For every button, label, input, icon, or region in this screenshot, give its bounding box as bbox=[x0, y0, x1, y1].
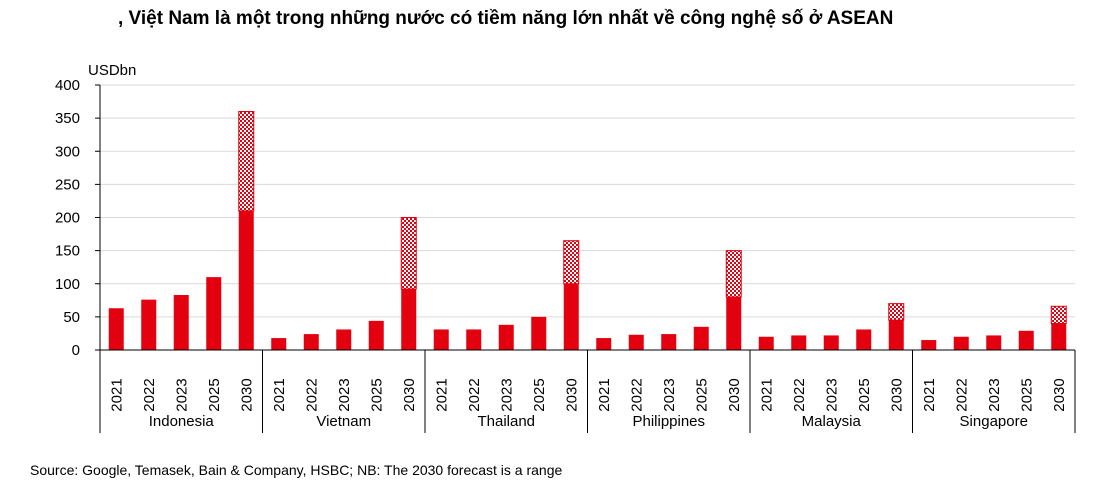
y-axis-unit: USDbn bbox=[88, 62, 136, 79]
group-label: Vietnam bbox=[316, 413, 371, 430]
x-tick-label: 2030 bbox=[888, 378, 905, 411]
bar bbox=[758, 336, 774, 350]
bar bbox=[726, 297, 742, 350]
bar bbox=[498, 324, 514, 350]
x-tick-label: 2023 bbox=[986, 378, 1003, 411]
source-note: Source: Google, Temasek, Bain & Company,… bbox=[30, 462, 563, 478]
forecast-range-bar bbox=[1050, 305, 1067, 324]
bar bbox=[1018, 330, 1034, 350]
x-tick-label: 2023 bbox=[498, 378, 515, 411]
x-tick-label: 2025 bbox=[1018, 378, 1035, 411]
bars bbox=[108, 111, 1067, 350]
x-tick-label: 2025 bbox=[531, 378, 548, 411]
bar bbox=[466, 329, 482, 350]
x-tick-label: 2023 bbox=[173, 378, 190, 411]
x-tick-label: 2022 bbox=[953, 378, 970, 411]
bar bbox=[628, 334, 644, 350]
forecast-range-bar bbox=[238, 111, 255, 212]
y-tick-label: 400 bbox=[55, 77, 80, 94]
x-tick-label: 2022 bbox=[303, 378, 320, 411]
x-tick-label: 2021 bbox=[108, 378, 125, 411]
x-tick-label: 2023 bbox=[823, 378, 840, 411]
x-tick-label: 2021 bbox=[433, 378, 450, 411]
x-tick-label: 2025 bbox=[693, 378, 710, 411]
bar bbox=[336, 329, 352, 350]
x-tick-label: 2022 bbox=[466, 378, 483, 411]
bar bbox=[108, 308, 124, 350]
bar bbox=[661, 334, 677, 350]
y-tick-label: 200 bbox=[55, 210, 80, 227]
x-tick-label: 2025 bbox=[206, 378, 223, 411]
bar bbox=[921, 340, 937, 350]
x-tick-label: 2023 bbox=[661, 378, 678, 411]
forecast-range-bar bbox=[725, 250, 742, 298]
gridlines bbox=[100, 84, 1075, 318]
x-tick-label: 2021 bbox=[271, 378, 288, 411]
x-tick-label: 2022 bbox=[628, 378, 645, 411]
bar bbox=[401, 289, 417, 350]
y-axis: 0 50 100 150 200 250 300 350 400 bbox=[55, 77, 101, 359]
x-tick-label: 2023 bbox=[336, 378, 353, 411]
group-label: Singapore bbox=[960, 413, 1028, 430]
bar bbox=[303, 334, 319, 350]
bar bbox=[206, 277, 222, 350]
group-label: Indonesia bbox=[149, 413, 215, 430]
x-tick-label: 2021 bbox=[921, 378, 938, 411]
x-tick-label: 2021 bbox=[596, 378, 613, 411]
bar bbox=[563, 283, 579, 350]
bar bbox=[856, 329, 872, 350]
x-tick-label: 2021 bbox=[758, 378, 775, 411]
x-axis: 2021 2022 2023 2025 2030 Indonesia 2021 2022 202… bbox=[99, 349, 1076, 433]
group-label: Malaysia bbox=[802, 413, 862, 430]
forecast-range-bar bbox=[563, 240, 580, 285]
bar bbox=[173, 295, 189, 350]
x-tick-label: 2022 bbox=[141, 378, 158, 411]
bar bbox=[888, 320, 904, 350]
bar bbox=[953, 336, 969, 350]
bar bbox=[823, 335, 839, 350]
forecast-range-bar bbox=[888, 303, 905, 321]
y-tick-label: 250 bbox=[55, 176, 80, 193]
bar bbox=[271, 338, 287, 350]
y-tick-label: 350 bbox=[55, 110, 80, 127]
bar bbox=[433, 329, 449, 350]
y-tick-label: 0 bbox=[72, 342, 80, 359]
x-tick-label: 2025 bbox=[368, 378, 385, 411]
x-tick-label: 2030 bbox=[238, 378, 255, 411]
bar bbox=[986, 335, 1002, 350]
y-tick-label: 50 bbox=[63, 309, 80, 326]
group-label: Thailand bbox=[477, 413, 535, 430]
bar bbox=[693, 326, 709, 350]
bar bbox=[596, 338, 612, 350]
y-tick-label: 150 bbox=[55, 243, 80, 260]
y-tick-label: 100 bbox=[55, 276, 80, 293]
bar bbox=[791, 335, 807, 350]
bar bbox=[531, 316, 547, 350]
x-tick-label: 2025 bbox=[856, 378, 873, 411]
x-tick-label: 2030 bbox=[401, 378, 418, 411]
forecast-range-bar bbox=[400, 217, 417, 290]
y-tick-label: 300 bbox=[55, 143, 80, 160]
bar bbox=[1051, 323, 1067, 350]
x-tick-label: 2030 bbox=[563, 378, 580, 411]
bar bbox=[141, 299, 157, 350]
x-tick-label: 2030 bbox=[1051, 378, 1068, 411]
group-label: Philippines bbox=[632, 413, 705, 430]
bar bbox=[238, 210, 254, 350]
x-tick-label: 2022 bbox=[791, 378, 808, 411]
bar bbox=[368, 320, 384, 350]
chart-title: , Việt Nam là một trong những nước có ti… bbox=[118, 8, 894, 29]
x-tick-label: 2030 bbox=[726, 378, 743, 411]
